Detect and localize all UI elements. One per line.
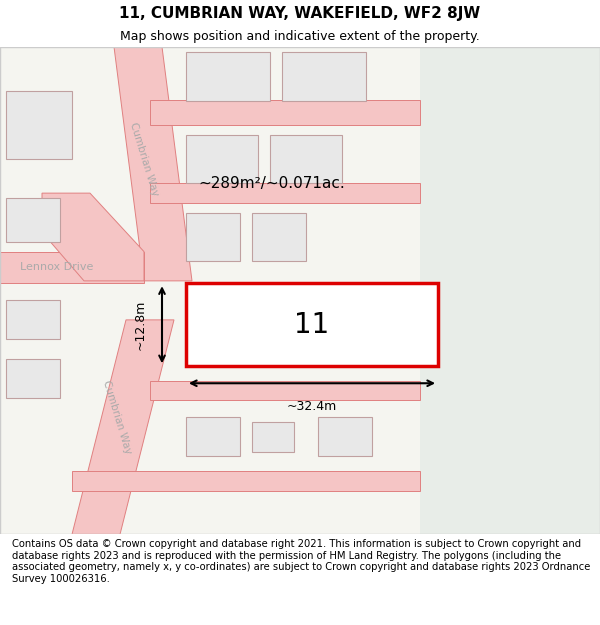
Bar: [270, 134, 342, 183]
Bar: [72, 471, 420, 491]
Bar: [0, 252, 144, 283]
Text: ~32.4m: ~32.4m: [287, 400, 337, 413]
Polygon shape: [72, 320, 174, 534]
Text: 11, CUMBRIAN WAY, WAKEFIELD, WF2 8JW: 11, CUMBRIAN WAY, WAKEFIELD, WF2 8JW: [119, 6, 481, 21]
Bar: [150, 381, 420, 400]
Bar: [186, 52, 270, 101]
Bar: [252, 422, 294, 451]
Bar: [222, 296, 282, 329]
Polygon shape: [420, 47, 600, 534]
Text: Contains OS data © Crown copyright and database right 2021. This information is : Contains OS data © Crown copyright and d…: [12, 539, 590, 584]
Bar: [6, 301, 60, 339]
Polygon shape: [114, 47, 192, 281]
Bar: [186, 134, 258, 183]
Bar: [324, 315, 360, 339]
Bar: [318, 418, 372, 456]
Bar: [186, 283, 438, 366]
Text: Cumbrian Way: Cumbrian Way: [101, 379, 133, 456]
Bar: [252, 213, 306, 261]
Bar: [186, 213, 240, 261]
Bar: [150, 101, 420, 125]
Bar: [150, 183, 420, 203]
Text: Cumbrian Way: Cumbrian Way: [128, 121, 160, 197]
Text: Map shows position and indicative extent of the property.: Map shows position and indicative extent…: [120, 30, 480, 43]
Text: 11: 11: [295, 311, 329, 339]
Bar: [186, 418, 240, 456]
Polygon shape: [42, 193, 144, 281]
Bar: [6, 91, 72, 159]
Text: ~12.8m: ~12.8m: [134, 299, 147, 350]
Bar: [6, 198, 60, 242]
Text: ~289m²/~0.071ac.: ~289m²/~0.071ac.: [198, 176, 345, 191]
Bar: [282, 52, 366, 101]
Bar: [6, 359, 60, 398]
Text: Lennox Drive: Lennox Drive: [20, 262, 94, 272]
